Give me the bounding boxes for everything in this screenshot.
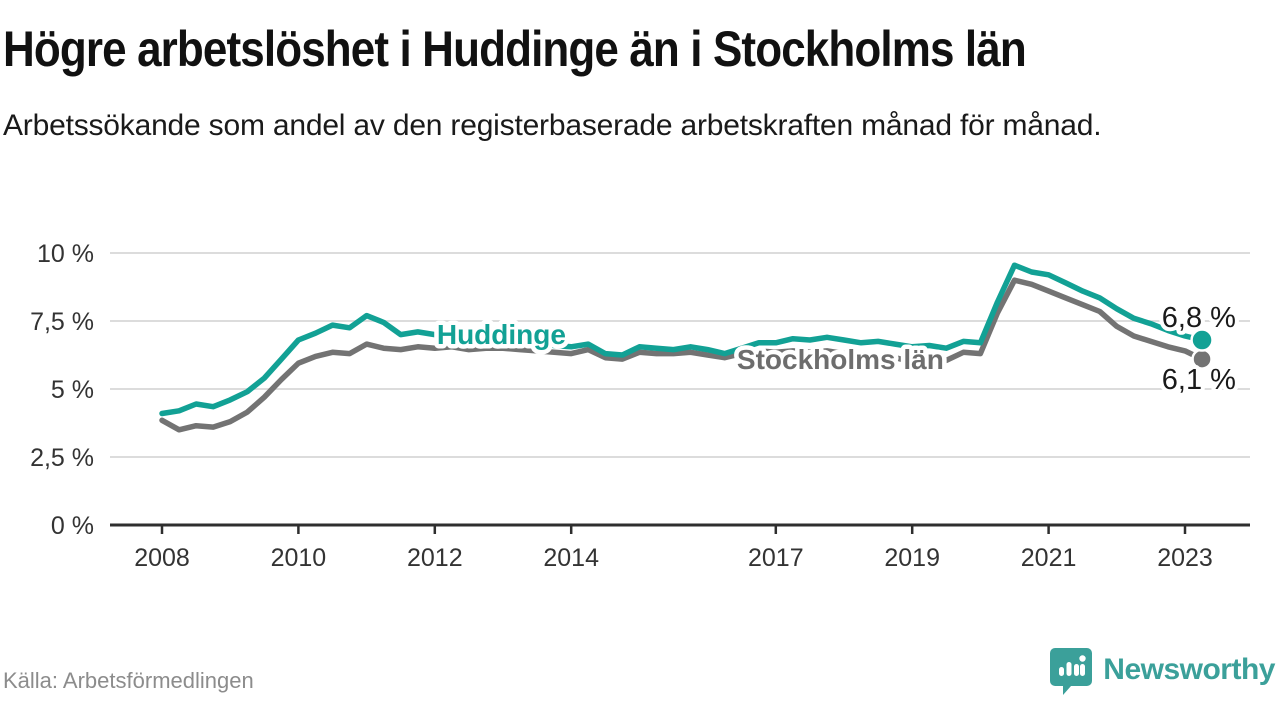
source-note: Källa: Arbetsförmedlingen: [3, 668, 254, 693]
logo-bar-3: [1074, 664, 1080, 676]
huddinge-line: [159, 262, 1205, 417]
brand-wordmark: Newsworthy: [1103, 653, 1275, 686]
y-tick-label-7.5: 7,5 %: [30, 308, 94, 336]
stockholm-line: [159, 277, 1205, 433]
stockholm-end-value-label: 6,1 %: [1162, 364, 1236, 396]
x-tick-label-2012: 2012: [407, 544, 463, 572]
x-tick-label-2008: 2008: [134, 544, 190, 572]
y-tick-label-0: 0 %: [51, 512, 94, 540]
newsworthy-logo-icon: [1050, 648, 1093, 695]
x-tick-label-2010: 2010: [271, 544, 327, 572]
stockholm-series-label: Stockholms län: [737, 344, 944, 375]
x-tick-label-2021: 2021: [1021, 544, 1077, 572]
logo-exclamation-bar: [1080, 664, 1086, 676]
x-tick-label-2017: 2017: [748, 544, 804, 572]
newsworthy-brand: Newsworthy: [1050, 645, 1275, 695]
logo-bar-2: [1066, 662, 1072, 676]
page-subtitle: Arbetssökande som andel av den registerb…: [3, 109, 1102, 142]
x-tick-label-2023: 2023: [1157, 544, 1213, 572]
logo-bar-1: [1059, 667, 1065, 676]
y-tick-label-5: 5 %: [51, 376, 94, 404]
y-tick-label-2.5: 2,5 %: [30, 444, 94, 472]
huddinge-end-value-label: 6,8 %: [1162, 302, 1236, 334]
x-tick-label-2019: 2019: [884, 544, 940, 572]
huddinge-end-dot: [1190, 328, 1214, 352]
page-title: Högre arbetslöshet i Huddinge än i Stock…: [3, 21, 1027, 77]
logo-exclamation-dot: [1079, 655, 1086, 662]
y-tick-label-10: 10 %: [37, 240, 94, 268]
x-tick-label-2014: 2014: [543, 544, 599, 572]
huddinge-series-label: Huddinge: [437, 319, 566, 350]
